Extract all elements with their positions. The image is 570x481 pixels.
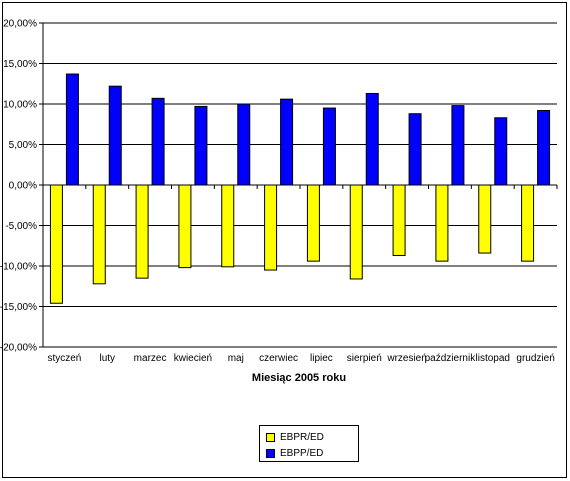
legend-label-ebpp: EBPP/ED (280, 447, 324, 459)
legend-item-ebpr: EBPR/ED (266, 431, 324, 443)
bar-ebpr (349, 184, 363, 280)
bar-ebpp (494, 117, 508, 186)
x-tick-label: marzec (134, 353, 167, 364)
bar-ebpp (451, 105, 465, 186)
bars (43, 73, 558, 304)
y-tick-label: 15,00% (3, 59, 37, 70)
y-tick-label: 20,00% (3, 19, 37, 30)
legend-label-ebpr: EBPR/ED (280, 431, 324, 443)
y-tick-label: -15,00% (0, 302, 37, 313)
bar-ebpp (537, 109, 551, 186)
x-tick-label: maj (228, 353, 244, 364)
x-axis-tick-labels: styczeń luty marzec kwiecień maj czerwiec lipi… (47, 353, 554, 364)
x-tick-label: luty (99, 353, 115, 364)
y-tick-label: -5,00% (5, 221, 37, 232)
bar-ebpr (221, 184, 235, 268)
legend-item-ebpp: EBPP/ED (266, 447, 323, 459)
y-tick-label: -10,00% (0, 262, 37, 273)
bar-ebpr (478, 184, 492, 254)
x-tick-label: lipiec (310, 353, 333, 364)
bar-ebpr (306, 184, 320, 262)
legend-swatch-ebpr (266, 432, 275, 442)
y-tick-label: 10,00% (3, 100, 37, 111)
bar-ebpr (392, 184, 406, 256)
bar-ebpp (65, 73, 79, 186)
y-tick-label: 0,00% (9, 181, 37, 192)
x-tick-label: wrzesień (386, 353, 426, 364)
bar-ebpp (151, 97, 165, 186)
bar-ebpp (108, 85, 122, 186)
bar-ebpp (194, 105, 208, 186)
y-axis-tick-labels: 20,00% 15,00% 10,00% 5,00% 0,00% -5,00% -10,00… (0, 19, 37, 354)
bar-ebpr (92, 184, 106, 285)
bar-ebpp (408, 113, 422, 186)
bar-ebpr (521, 184, 535, 262)
x-axis-title: Miesiąc 2005 roku (252, 372, 346, 384)
x-tick-label: listopad (476, 353, 510, 364)
x-tick-label: kwiecień (174, 353, 212, 364)
x-tick-label: styczeń (47, 353, 81, 364)
bar-ebpp (280, 98, 294, 186)
bar-ebpr (264, 184, 278, 271)
bar-ebpp (237, 103, 251, 186)
x-tick-label: październik (425, 353, 477, 364)
x-tick-label: sierpień (347, 353, 382, 364)
bar-ebpr (135, 184, 149, 279)
bar-ebpr (49, 184, 63, 304)
bar-ebpp (365, 92, 379, 186)
y-tick-label: 5,00% (9, 140, 37, 151)
x-tick-label: grudzień (516, 353, 554, 364)
legend: EBPR/ED EBPP/ED (259, 425, 359, 462)
legend-swatch-ebpp (266, 448, 275, 458)
bar-ebpr (178, 184, 192, 269)
x-tick-label: czerwiec (259, 353, 298, 364)
bar-ebpr (435, 184, 449, 262)
y-tick-label: -20,00% (0, 343, 37, 354)
bar-ebpp (322, 107, 336, 186)
